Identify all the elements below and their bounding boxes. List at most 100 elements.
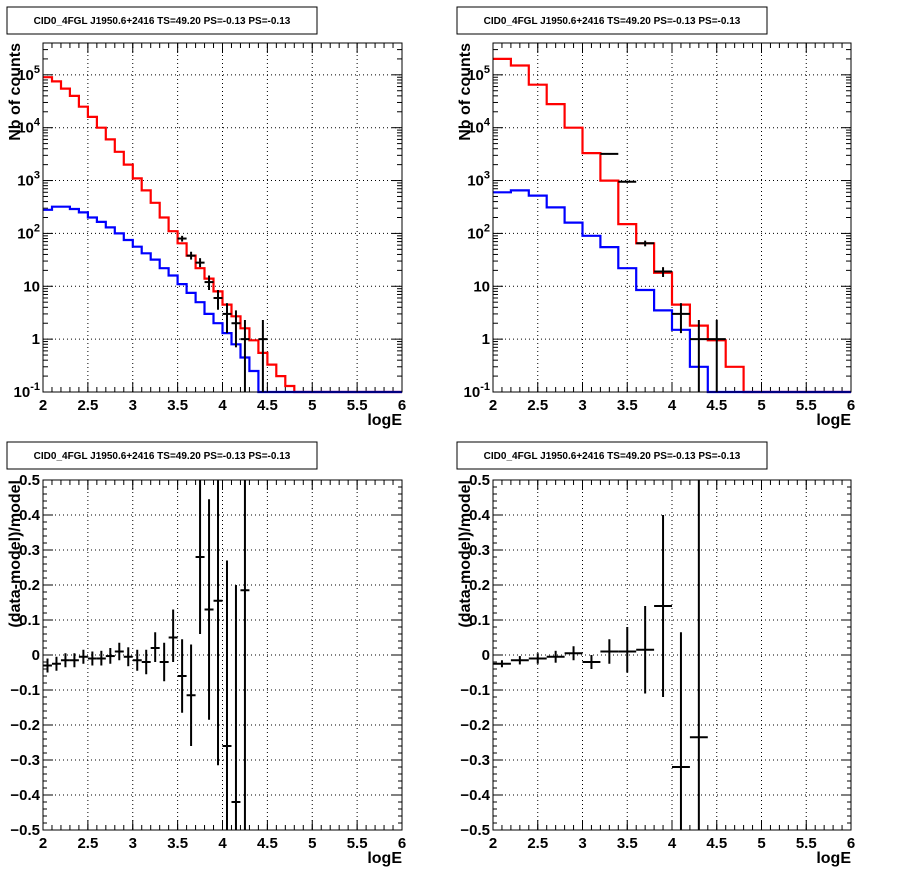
- x-tick-label: 2.5: [77, 835, 98, 852]
- y-tick-label: 0.2: [19, 577, 40, 594]
- title-box: [6, 441, 318, 470]
- y-tick-label: 1: [32, 331, 40, 348]
- y-tick-label: 102: [17, 222, 40, 242]
- y-tick-label: −0.1: [10, 682, 40, 699]
- x-tick-label: 2.5: [77, 397, 98, 414]
- grid: [493, 480, 851, 830]
- y-tick-label: 10: [23, 278, 40, 295]
- y-tick-label: 103: [17, 170, 40, 190]
- chart-panel-4: 2 2.5 3 3.5 4 4.5 5 5.5 6 −0.5 −0.4 −0.3 −0.2 −0.1 0 0.…: [456, 441, 855, 867]
- x-tick-label: 5.5: [796, 835, 817, 852]
- x-tick-label: 2: [39, 397, 47, 414]
- x-tick-label: 4: [218, 835, 227, 852]
- x-tick-label: 4: [668, 397, 677, 414]
- x-tick-label: 4.5: [706, 835, 727, 852]
- x-tick-label: 4: [668, 835, 677, 852]
- x-axis-label: logE: [816, 412, 851, 429]
- chart-panel-2: 2 2.5 3 3.5 4 4.5 5 5.5 6 10-1 1 10 102 103 104 105 logE…: [456, 6, 855, 429]
- y-tick-label: 104: [17, 117, 41, 137]
- x-tick-label: 5: [308, 835, 316, 852]
- y-tick-label: 0.3: [19, 542, 40, 559]
- x-tick-label: 4.5: [706, 397, 727, 414]
- x-axis-label: logE: [816, 850, 851, 867]
- title-box: [456, 6, 768, 35]
- y-tick-label: 0: [32, 647, 40, 664]
- y-tick-label: 0.4: [19, 507, 41, 524]
- x-tick-label: 4.5: [257, 397, 278, 414]
- x-tick-label: 6: [398, 397, 406, 414]
- y-tick-label: 10-1: [14, 381, 40, 401]
- x-tick-label: 2.5: [527, 397, 548, 414]
- y-tick-label: 0.2: [469, 577, 490, 594]
- chart-title: CID0_4FGL J1950.6+2416 TS=49.20 PS=-0.13…: [484, 16, 741, 27]
- y-axis-label: (data-model)/model: [457, 480, 474, 628]
- y-tick-label: 0.5: [469, 472, 490, 489]
- chart-title: CID0_4FGL J1950.6+2416 TS=49.20 PS=-0.13…: [34, 16, 291, 27]
- x-tick-label: 4: [218, 397, 227, 414]
- y-tick-label: −0.5: [10, 822, 40, 839]
- chart-title: CID0_4FGL J1950.6+2416 TS=49.20 PS=-0.13…: [484, 451, 741, 462]
- y-tick-label: 105: [467, 64, 490, 84]
- y-tick-label: −0.4: [460, 787, 490, 804]
- data-points: [493, 480, 708, 830]
- x-tick-label: 5.5: [347, 835, 368, 852]
- x-tick-label: 3.5: [167, 835, 188, 852]
- y-axis-label: Nb of counts: [457, 43, 474, 141]
- y-tick-label: −0.4: [10, 787, 40, 804]
- y-tick-label: 0.4: [469, 507, 491, 524]
- y-tick-label: 103: [467, 170, 490, 190]
- x-tick-label: 2.5: [527, 835, 548, 852]
- x-tick-label: 3.5: [617, 397, 638, 414]
- x-tick-label: 3.5: [167, 397, 188, 414]
- x-tick-label: 5.5: [347, 397, 368, 414]
- x-tick-label: 3: [578, 397, 586, 414]
- x-axis-label: logE: [367, 850, 402, 867]
- x-tick-label: 6: [847, 397, 855, 414]
- x-tick-label: 2: [39, 835, 47, 852]
- chart-panel-1: 2 2.5 3 3.5 4 4.5 5 5.5 6 10-1 1 10 102 103 104 105 logE…: [6, 6, 406, 429]
- grid: [43, 480, 402, 830]
- y-tick-label: 105: [17, 64, 40, 84]
- x-tick-label: 5: [757, 835, 765, 852]
- x-tick-label: 5: [757, 397, 765, 414]
- chart-panel-3: 2 2.5 3 3.5 4 4.5 5 5.5 6 −0.5 −0.4 −0.3 −0.2 −0.1 0 0.…: [6, 441, 406, 867]
- y-tick-label: −0.2: [10, 717, 40, 734]
- title-box: [6, 6, 318, 35]
- y-tick-label: 10-1: [464, 381, 490, 401]
- series-line-red: [43, 76, 402, 394]
- y-tick-label: 0.5: [19, 472, 40, 489]
- data-points: [600, 152, 726, 392]
- y-tick-label: 10: [473, 278, 490, 295]
- y-tick-label: 0: [482, 647, 490, 664]
- x-tick-label: 2: [489, 835, 497, 852]
- y-tick-label: 1: [482, 331, 490, 348]
- x-tick-label: 5: [308, 397, 316, 414]
- x-tick-label: 6: [847, 835, 855, 852]
- y-tick-label: −0.5: [460, 822, 490, 839]
- x-tick-label: 4.5: [257, 835, 278, 852]
- y-tick-label: −0.3: [460, 752, 490, 769]
- y-axis-label: (data-model)/model: [7, 480, 24, 628]
- series-line-red: [493, 57, 851, 394]
- x-tick-label: 6: [398, 835, 406, 852]
- x-tick-label: 3: [129, 835, 137, 852]
- x-tick-label: 3.5: [617, 835, 638, 852]
- y-tick-label: −0.3: [10, 752, 40, 769]
- x-tick-label: 3: [129, 397, 137, 414]
- data-points: [177, 235, 268, 392]
- y-tick-label: 0.3: [469, 542, 490, 559]
- y-tick-label: −0.1: [460, 682, 490, 699]
- x-axis-label: logE: [367, 412, 402, 429]
- y-tick-label: −0.2: [460, 717, 490, 734]
- title-box: [456, 441, 768, 470]
- x-tick-label: 3: [578, 835, 586, 852]
- x-tick-label: 2: [489, 397, 497, 414]
- y-tick-label: 0.1: [469, 612, 490, 629]
- y-axis-label: Nb of counts: [7, 43, 24, 141]
- chart-title: CID0_4FGL J1950.6+2416 TS=49.20 PS=-0.13…: [34, 451, 291, 462]
- y-tick-label: 0.1: [19, 612, 40, 629]
- x-tick-label: 5.5: [796, 397, 817, 414]
- y-tick-label: 104: [467, 117, 491, 137]
- data-points: [43, 480, 250, 830]
